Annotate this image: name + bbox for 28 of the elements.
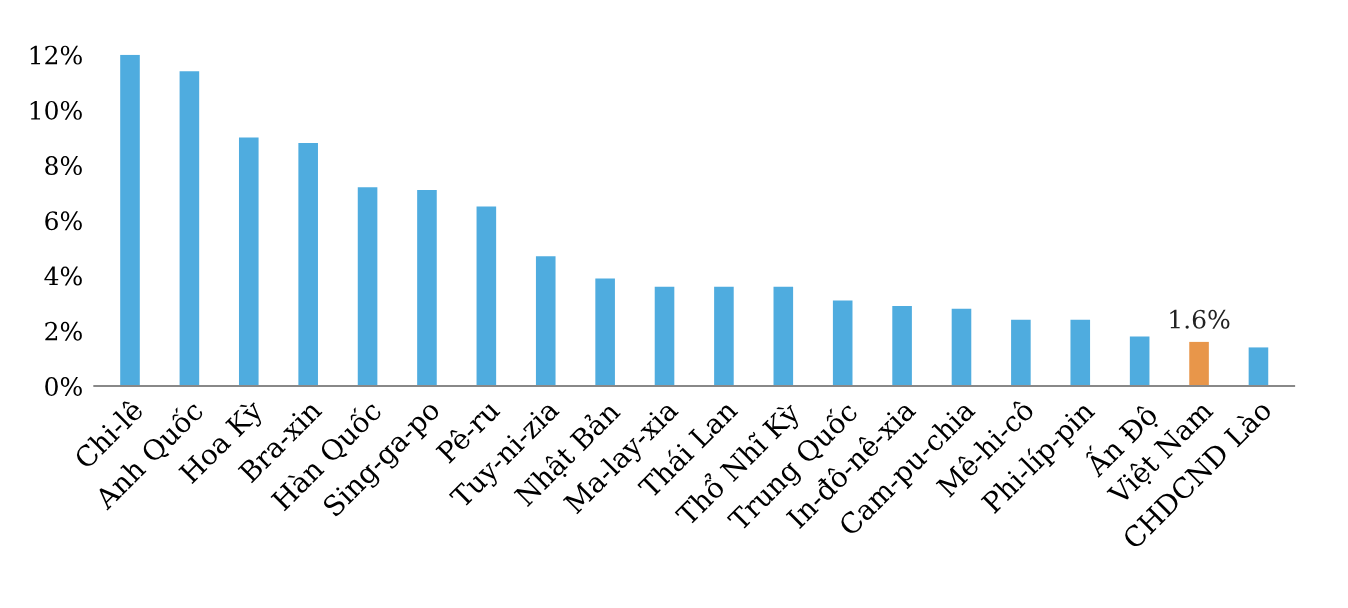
- y-tick-label: 4%: [44, 266, 82, 286]
- bar: [476, 206, 497, 387]
- bar: [654, 286, 675, 387]
- y-tick-label: 2%: [45, 321, 82, 341]
- bar: [892, 306, 912, 387]
- y-tick-label: 12%: [30, 45, 82, 65]
- bar: [1070, 319, 1091, 387]
- bar: [535, 256, 556, 387]
- data-label: 1.6%: [1170, 309, 1230, 329]
- bar: [595, 278, 615, 387]
- bar: [951, 308, 972, 387]
- bar: [773, 286, 794, 387]
- bar: [298, 143, 318, 387]
- bar: [1189, 341, 1209, 387]
- bar: [1129, 336, 1150, 387]
- bar: [120, 54, 140, 387]
- y-tick-label: 0%: [45, 377, 82, 396]
- bar: [238, 137, 259, 387]
- bar: [832, 300, 853, 387]
- y-tick-label: 10%: [30, 100, 82, 120]
- bar: [179, 71, 200, 387]
- bar: [357, 187, 378, 387]
- bar: [1011, 319, 1031, 387]
- bar: [714, 286, 734, 387]
- y-tick-label: 6%: [45, 211, 82, 231]
- bar: [417, 190, 437, 387]
- bar: [1248, 347, 1269, 387]
- y-tick-label: 8%: [45, 156, 82, 176]
